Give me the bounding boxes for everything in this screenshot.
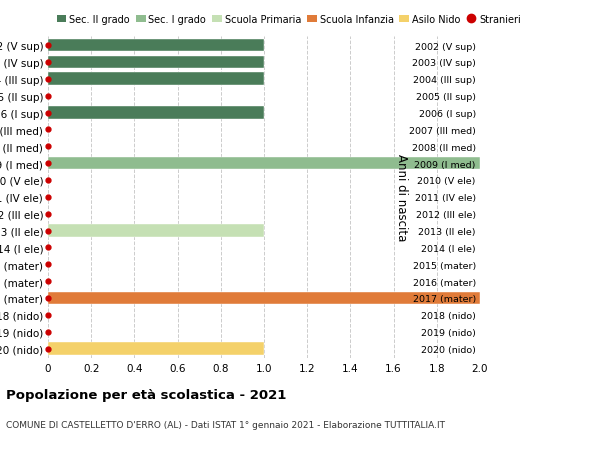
Legend: Sec. II grado, Sec. I grado, Scuola Primaria, Scuola Infanzia, Asilo Nido, Stran: Sec. II grado, Sec. I grado, Scuola Prim… — [53, 11, 524, 28]
Y-axis label: Anni di nascita: Anni di nascita — [395, 154, 408, 241]
Bar — [48, 39, 264, 52]
Bar — [48, 342, 264, 355]
Bar — [48, 56, 264, 69]
Text: COMUNE DI CASTELLETTO D'ERRO (AL) - Dati ISTAT 1° gennaio 2021 - Elaborazione TU: COMUNE DI CASTELLETTO D'ERRO (AL) - Dati… — [6, 420, 445, 429]
Bar — [48, 225, 264, 237]
Bar — [48, 107, 264, 119]
Text: Popolazione per età scolastica - 2021: Popolazione per età scolastica - 2021 — [6, 388, 286, 401]
Bar — [48, 73, 264, 86]
Bar — [48, 292, 480, 305]
Bar — [48, 157, 480, 170]
